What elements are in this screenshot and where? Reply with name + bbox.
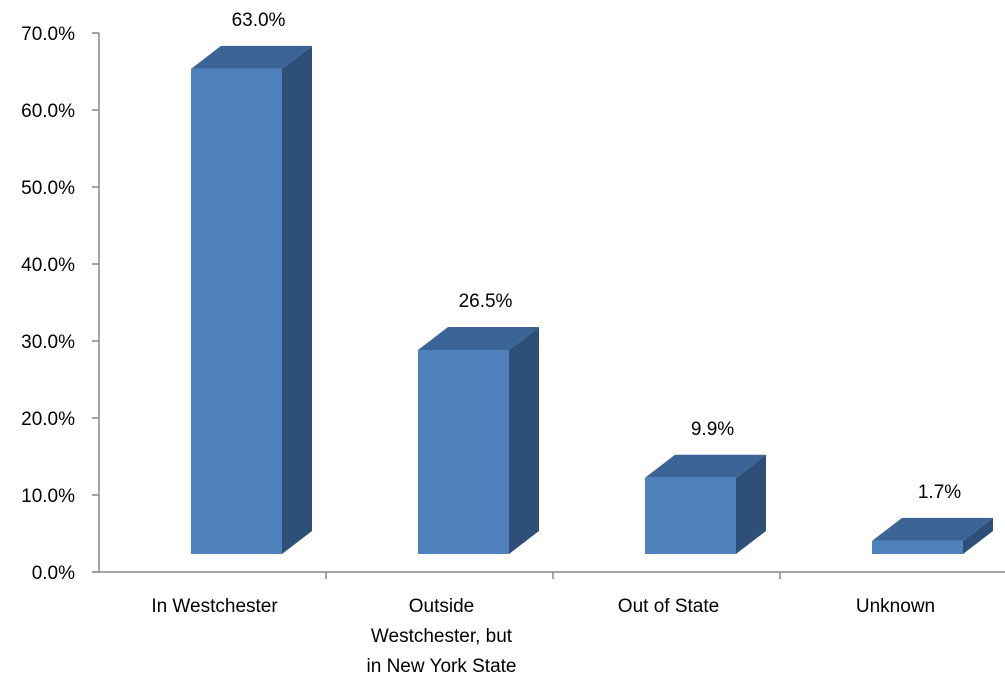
y-tick-label: 30.0% [21, 332, 75, 353]
bar-side [282, 45, 312, 555]
bar [872, 517, 993, 554]
bar-front [645, 477, 736, 554]
category-label-line: Outside [409, 596, 474, 617]
y-tick-label: 10.0% [21, 486, 75, 507]
data-label: 63.0% [232, 10, 286, 31]
category-label-line: Unknown [856, 596, 935, 617]
labels: 0.0% 10.0% 20.0% 30.0% 40.0% 50.0% 60.0% 70.0% 6… [21, 10, 961, 677]
category-label: Out of State [618, 596, 719, 617]
category-label-line: in New York State [367, 656, 517, 677]
bar-front [418, 349, 509, 554]
bar-top [191, 45, 312, 69]
y-tick-label: 60.0% [21, 101, 75, 122]
bar [418, 326, 539, 554]
data-label: 26.5% [459, 291, 513, 312]
y-tick-label: 40.0% [21, 255, 75, 276]
category-label: In Westchester [151, 596, 278, 617]
bar-side [963, 517, 993, 554]
bar-side [736, 454, 766, 554]
category-label: Unknown [856, 596, 935, 617]
bar-front [872, 540, 963, 554]
data-label: 9.9% [691, 419, 734, 440]
y-tick-label: 50.0% [21, 178, 75, 199]
axes [92, 32, 1005, 579]
y-tick-label: 0.0% [32, 563, 75, 584]
y-tick-label: 70.0% [21, 24, 75, 45]
bar-front [191, 68, 282, 555]
bar [191, 45, 312, 555]
y-tick-label: 20.0% [21, 409, 75, 430]
category-label-line: In Westchester [151, 596, 278, 617]
category-label: Outside Westchester, but in New York State [367, 596, 517, 677]
bar-top [645, 454, 766, 478]
bar-side [509, 326, 539, 554]
category-label-line: Out of State [618, 596, 719, 617]
data-label: 1.7% [918, 482, 961, 503]
bars [191, 45, 993, 555]
bar [645, 454, 766, 554]
category-label-line: Westchester, but [371, 626, 513, 647]
bar-top [418, 326, 539, 350]
bar-top [872, 517, 993, 541]
